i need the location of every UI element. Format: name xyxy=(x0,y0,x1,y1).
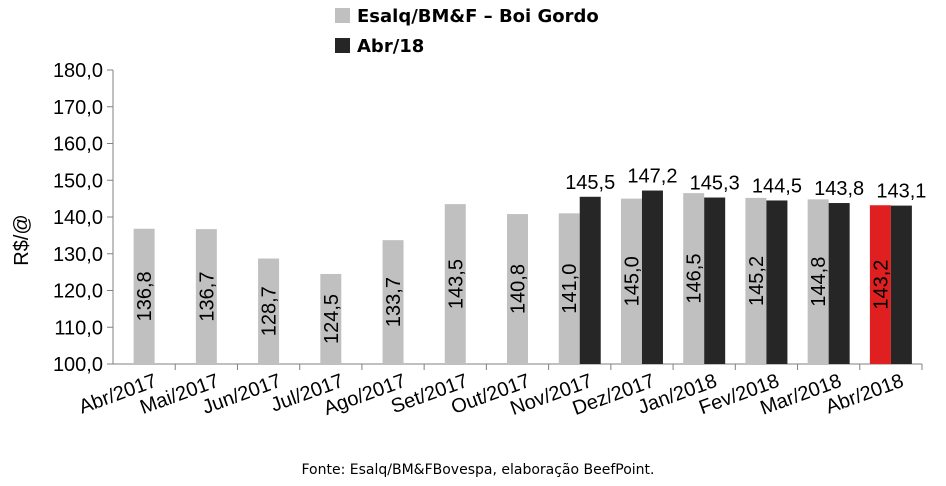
data-label-boi-gordo: 136,7 xyxy=(196,272,218,322)
y-axis-ticks: 100,0 110,0 120,0 130,0 140,0 150,0 160,0 170,0… xyxy=(53,60,113,376)
bars xyxy=(133,190,912,364)
data-labels: 136,8 136,7 128,7 124,5 133,7 143,5 140,8 141,0… xyxy=(134,166,926,344)
data-label-boi-gordo: 143,5 xyxy=(445,259,467,309)
data-label-abr18: 143,8 xyxy=(814,178,864,200)
bar-boi-gordo xyxy=(320,273,342,364)
y-tick-label: 110,0 xyxy=(54,317,103,339)
legend-swatch-abr18 xyxy=(335,38,350,53)
data-label-abr18: 147,2 xyxy=(627,166,677,188)
bar-boi-gordo xyxy=(745,197,767,364)
data-label-boi-gordo: 143,2 xyxy=(870,260,892,310)
bar-boi-gordo xyxy=(444,204,466,364)
data-label-abr18: 144,5 xyxy=(752,175,802,197)
data-label-boi-gordo: 145,0 xyxy=(621,256,643,306)
data-label-abr18: 145,3 xyxy=(690,173,740,195)
y-tick-label: 130,0 xyxy=(53,244,103,266)
data-label-boi-gordo: 128,7 xyxy=(259,286,281,336)
data-label-boi-gordo: 144,8 xyxy=(808,257,830,307)
y-tick-label: 120,0 xyxy=(53,281,103,303)
bar-abr18 xyxy=(641,190,663,364)
bar-boi-gordo xyxy=(807,199,829,364)
y-tick-label: 160,0 xyxy=(53,134,103,156)
data-label-abr18: 143,1 xyxy=(876,181,926,203)
bar-boi-gordo xyxy=(683,193,705,364)
bar-abr18 xyxy=(704,197,726,364)
data-label-boi-gordo: 124,5 xyxy=(321,294,343,344)
y-axis-label: R$/@ xyxy=(11,214,33,265)
bar-abr18 xyxy=(828,203,850,364)
data-label-boi-gordo: 145,2 xyxy=(746,256,768,306)
bar-boi-gordo xyxy=(258,258,280,364)
legend-swatch-boi-gordo xyxy=(335,8,350,23)
x-axis-ticks: Abr/2017Mai/2017Jun/2017Jul/2017Ago/2017… xyxy=(76,364,923,420)
data-label-boi-gordo: 141,0 xyxy=(559,264,581,314)
data-label-boi-gordo: 146,5 xyxy=(684,254,706,304)
bar-abr18 xyxy=(766,200,788,364)
bar-boi-gordo xyxy=(507,214,528,364)
y-tick-label: 170,0 xyxy=(53,97,103,119)
legend-label-boi-gordo: Esalq/BM&F – Boi Gordo xyxy=(357,6,599,27)
bar-boi-gordo xyxy=(558,213,580,364)
data-label-boi-gordo: 140,8 xyxy=(508,264,530,314)
bar-abr18 xyxy=(890,205,912,364)
bar-boi-gordo xyxy=(620,198,642,364)
legend-label-abr18: Abr/18 xyxy=(357,36,424,57)
y-tick-label: 140,0 xyxy=(53,207,103,229)
source-note: Fonte: Esalq/BM&FBovespa, elaboração Bee… xyxy=(302,462,655,478)
data-label-abr18: 145,5 xyxy=(565,172,615,194)
bar-abr18 xyxy=(579,196,601,364)
bar-boi-gordo xyxy=(133,228,155,364)
y-tick-label: 100,0 xyxy=(53,354,103,376)
bar-boi-gordo xyxy=(195,229,217,364)
bar-boi-gordo xyxy=(869,205,891,364)
data-label-boi-gordo: 133,7 xyxy=(383,277,405,327)
bar-boi-gordo xyxy=(382,240,404,364)
data-label-boi-gordo: 136,8 xyxy=(134,271,156,321)
y-tick-label: 150,0 xyxy=(53,170,103,192)
y-tick-label: 180,0 xyxy=(53,60,103,82)
